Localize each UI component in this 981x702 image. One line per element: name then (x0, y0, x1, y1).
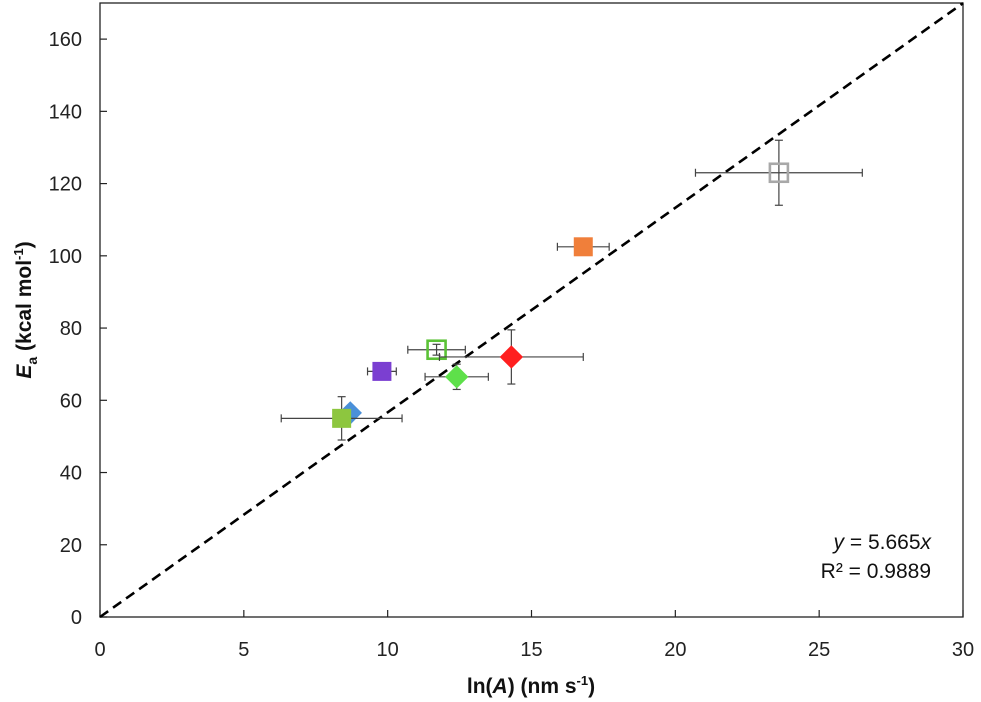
y-axis-title: Ea (kcal mol-1) (11, 241, 40, 378)
x-tick-label: 15 (520, 639, 542, 661)
diamond-marker (444, 365, 469, 389)
trendline-layer (99, 2, 964, 619)
y-tick-label: 160 (49, 29, 82, 51)
y-tick-label: 40 (60, 463, 82, 485)
y-tick-label: 0 (71, 607, 82, 629)
x-tick-label: 25 (808, 639, 830, 661)
y-tick-label: 20 (60, 535, 82, 557)
square-marker (768, 162, 790, 184)
y-tick-label: 100 (49, 246, 82, 268)
x-tick-label: 0 (94, 639, 105, 661)
axis-ticks: 0 5 10 15 20 25 30 0 20 40 60 80 100 120 140 160 (49, 29, 975, 661)
data-points (280, 139, 863, 441)
y-tick-label: 60 (60, 390, 82, 412)
trendline (99, 2, 964, 619)
y-tick-label: 140 (49, 101, 82, 123)
y-tick-label: 80 (60, 318, 82, 340)
diamond-marker (499, 345, 524, 369)
y-tick-label: 120 (49, 174, 82, 196)
x-tick-label: 20 (664, 639, 686, 661)
r-squared-label: R² = 0.9889 (821, 560, 931, 583)
x-axis-title: ln(A) (nm s-1) (467, 673, 595, 698)
square-marker (372, 361, 392, 381)
x-tick-label: 30 (952, 639, 974, 661)
x-tick-label: 10 (377, 639, 399, 661)
equation-label: y = 5.665x (832, 531, 933, 554)
square-marker (332, 408, 352, 428)
x-tick-label: 5 (238, 639, 249, 661)
square-marker (573, 237, 593, 257)
square-marker (426, 339, 447, 361)
